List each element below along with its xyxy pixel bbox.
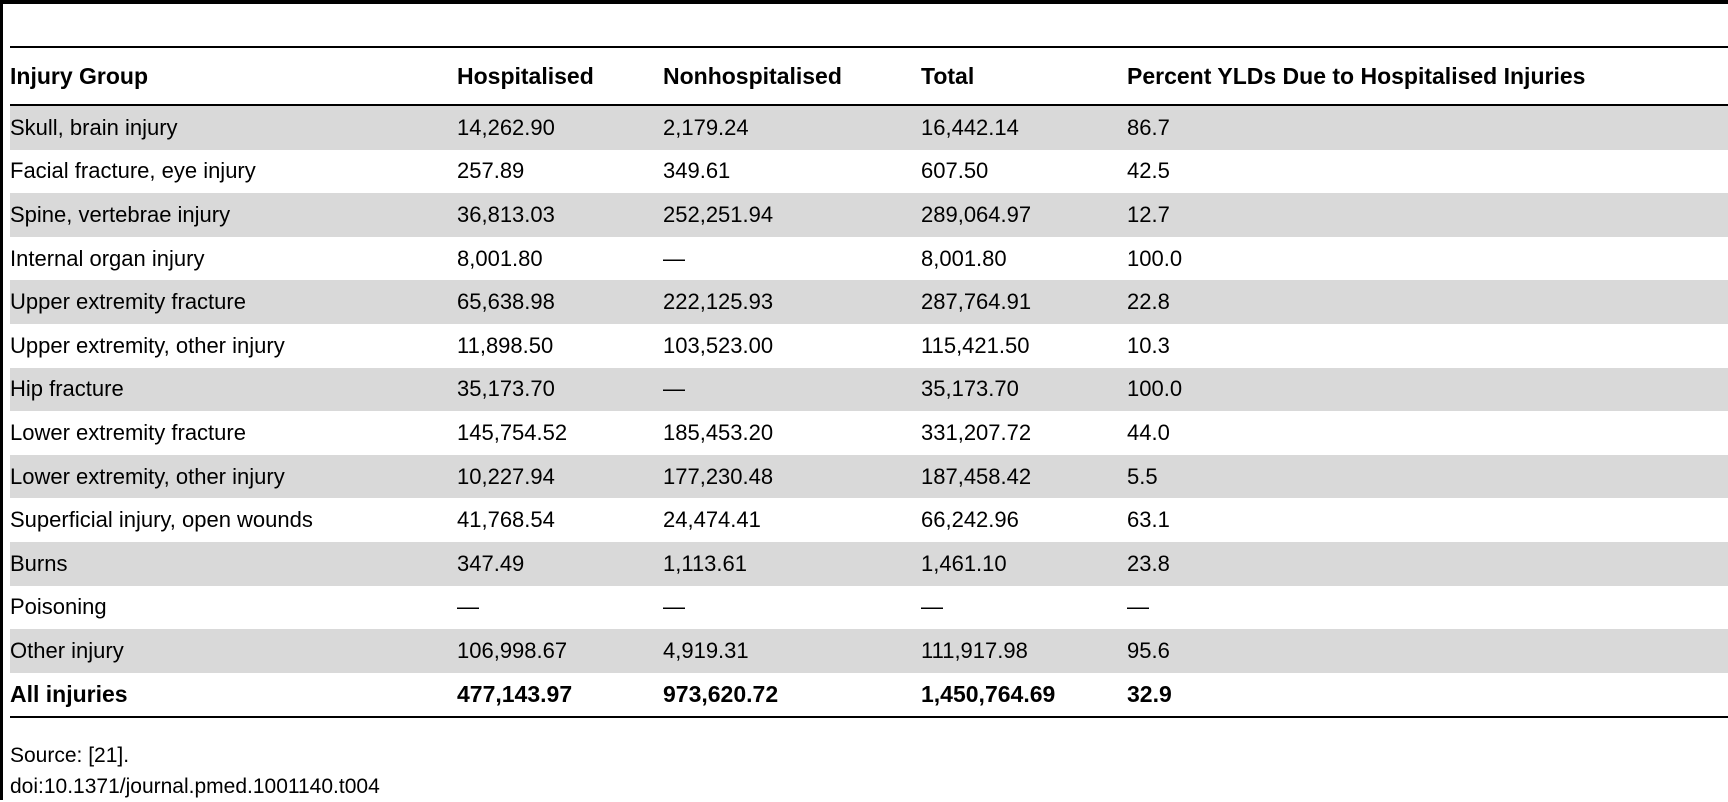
cell-percent: 44.0 xyxy=(1127,419,1170,445)
table-row: Other injury 106,998.67 4,919.31 111,917… xyxy=(10,629,1728,673)
cell-hospitalised: 257.89 xyxy=(457,158,525,184)
table-row: Upper extremity fracture 65,638.98 222,1… xyxy=(10,280,1728,324)
cell-total: 8,001.80 xyxy=(921,245,1007,271)
cell-hospitalised: 347.49 xyxy=(457,541,663,586)
cell-injury-group: Upper extremity, other injury xyxy=(10,332,285,358)
cell-total: 35,173.70 xyxy=(921,367,1127,412)
cell-total: 331,207.72 xyxy=(921,419,1032,445)
left-rule xyxy=(0,0,3,800)
table-row: Lower extremity fracture 145,754.52 185,… xyxy=(10,411,1728,455)
cell-hospitalised: 14,262.90 xyxy=(457,105,663,150)
cell-percent: — xyxy=(1127,594,1149,620)
cell-nonhospitalised: 103,523.00 xyxy=(663,332,774,358)
cell-nonhospitalised: 252,251.94 xyxy=(663,193,921,237)
table-header-row: Injury Group Hospitalised Nonhospitalise… xyxy=(10,47,1728,105)
cell-nonhospitalised: 349.61 xyxy=(663,158,731,184)
table-row: Hip fracture 35,173.70 — 35,173.70 100.0 xyxy=(10,367,1728,412)
header-nonhospitalised: Nonhospitalised xyxy=(663,62,842,89)
cell-total: 289,064.97 xyxy=(921,193,1127,237)
table-row: Burns 347.49 1,113.61 1,461.10 23.8 xyxy=(10,541,1728,586)
cell-nonhospitalised: 4,919.31 xyxy=(663,629,921,673)
cell-injury-group: Lower extremity, other injury xyxy=(10,454,457,499)
table-row: Skull, brain injury 14,262.90 2,179.24 1… xyxy=(10,105,1728,150)
cell-hospitalised: 106,998.67 xyxy=(457,629,663,673)
cell-nonhospitalised: — xyxy=(663,594,685,620)
header-injury-group: Injury Group xyxy=(10,62,148,89)
doi-note: doi:10.1371/journal.pmed.1001140.t004 xyxy=(10,775,380,798)
cell-injury-group: Lower extremity fracture xyxy=(10,419,246,445)
cell-injury-group: Upper extremity fracture xyxy=(10,280,457,324)
cell-injury-group: Internal organ injury xyxy=(10,245,205,271)
cell-total: — xyxy=(921,594,943,620)
cell-injury-group: Burns xyxy=(10,541,457,586)
cell-injury-group: Facial fracture, eye injury xyxy=(10,158,256,184)
cell-total: 111,917.98 xyxy=(921,629,1127,673)
cell-percent: 63.1 xyxy=(1127,507,1170,533)
cell-injury-group: Spine, vertebrae injury xyxy=(10,193,457,237)
table-row: Facial fracture, eye injury 257.89 349.6… xyxy=(10,150,1728,194)
cell-percent: 42.5 xyxy=(1127,158,1170,184)
table-total-row: All injuries 477,143.97 973,620.72 1,450… xyxy=(10,673,1728,718)
cell-nonhospitalised: 1,113.61 xyxy=(663,541,921,586)
table-row: Lower extremity, other injury 10,227.94 … xyxy=(10,454,1728,499)
cell-percent: 95.6 xyxy=(1127,629,1728,673)
table-row: Poisoning — — — — xyxy=(10,586,1728,630)
cell-percent: 22.8 xyxy=(1127,280,1728,324)
source-note: Source: [21]. xyxy=(10,744,130,767)
cell-nonhospitalised: — xyxy=(663,367,921,412)
table-container: Injury Group Hospitalised Nonhospitalise… xyxy=(10,46,1728,718)
header-percent-ylds: Percent YLDs Due to Hospitalised Injurie… xyxy=(1127,62,1586,89)
cell-nonhospitalised: 177,230.48 xyxy=(663,454,921,499)
header-hospitalised: Hospitalised xyxy=(457,62,594,89)
table-row: Spine, vertebrae injury 36,813.03 252,25… xyxy=(10,193,1728,237)
cell-percent: 12.7 xyxy=(1127,193,1728,237)
injury-yld-table: Injury Group Hospitalised Nonhospitalise… xyxy=(10,46,1728,718)
cell-percent: 86.7 xyxy=(1127,105,1728,150)
cell-nonhospitalised: — xyxy=(663,245,685,271)
cell-total: 607.50 xyxy=(921,158,989,184)
header-total: Total xyxy=(921,62,975,89)
cell-injury-group: Other injury xyxy=(10,629,457,673)
cell-nonhospitalised: 2,179.24 xyxy=(663,105,921,150)
total-percent: 32.9 xyxy=(1127,681,1172,708)
cell-total: 287,764.91 xyxy=(921,280,1127,324)
cell-percent: 23.8 xyxy=(1127,541,1728,586)
total-hospitalised: 477,143.97 xyxy=(457,681,573,708)
cell-hospitalised: 36,813.03 xyxy=(457,193,663,237)
total-nonhospitalised: 973,620.72 xyxy=(663,681,779,708)
cell-hospitalised: — xyxy=(457,594,479,620)
table-footer: Source: [21]. doi:10.1371/journal.pmed.1… xyxy=(10,740,380,802)
cell-hospitalised: 11,898.50 xyxy=(457,332,554,358)
cell-percent: 5.5 xyxy=(1127,454,1728,499)
cell-injury-group: Hip fracture xyxy=(10,367,457,412)
cell-total: 187,458.42 xyxy=(921,454,1127,499)
cell-nonhospitalised: 185,453.20 xyxy=(663,419,774,445)
cell-total: 115,421.50 xyxy=(921,332,1030,358)
table-row: Internal organ injury 8,001.80 — 8,001.8… xyxy=(10,237,1728,281)
cell-injury-group: Skull, brain injury xyxy=(10,105,457,150)
cell-hospitalised: 145,754.52 xyxy=(457,419,568,445)
cell-total: 16,442.14 xyxy=(921,105,1127,150)
cell-hospitalised: 10,227.94 xyxy=(457,454,663,499)
cell-injury-group: Superficial injury, open wounds xyxy=(10,507,313,533)
cell-hospitalised: 35,173.70 xyxy=(457,367,663,412)
cell-hospitalised: 8,001.80 xyxy=(457,245,543,271)
total-total: 1,450,764.69 xyxy=(921,681,1056,708)
cell-hospitalised: 65,638.98 xyxy=(457,280,663,324)
cell-nonhospitalised: 222,125.93 xyxy=(663,280,921,324)
cell-nonhospitalised: 24,474.41 xyxy=(663,507,761,533)
cell-total: 1,461.10 xyxy=(921,541,1127,586)
cell-hospitalised: 41,768.54 xyxy=(457,507,555,533)
cell-injury-group: Poisoning xyxy=(10,594,107,620)
cell-percent: 100.0 xyxy=(1127,367,1728,412)
cell-percent: 10.3 xyxy=(1127,332,1170,358)
cell-total: 66,242.96 xyxy=(921,507,1019,533)
cell-percent: 100.0 xyxy=(1127,245,1183,271)
top-rule xyxy=(0,0,1728,4)
table-row: Upper extremity, other injury 11,898.50 … xyxy=(10,324,1728,368)
table-row: Superficial injury, open wounds 41,768.5… xyxy=(10,498,1728,542)
total-label: All injuries xyxy=(10,681,128,708)
